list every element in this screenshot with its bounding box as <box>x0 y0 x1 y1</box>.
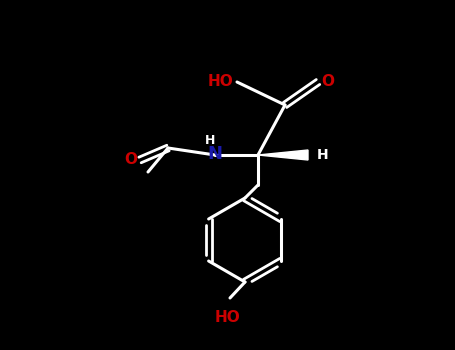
Text: O: O <box>124 153 137 168</box>
Text: N: N <box>207 145 222 163</box>
Text: HO: HO <box>207 74 233 89</box>
Polygon shape <box>258 150 308 160</box>
Text: O: O <box>321 75 334 90</box>
Text: H: H <box>317 148 329 162</box>
Text: HO: HO <box>215 310 241 325</box>
Text: H: H <box>205 134 215 147</box>
